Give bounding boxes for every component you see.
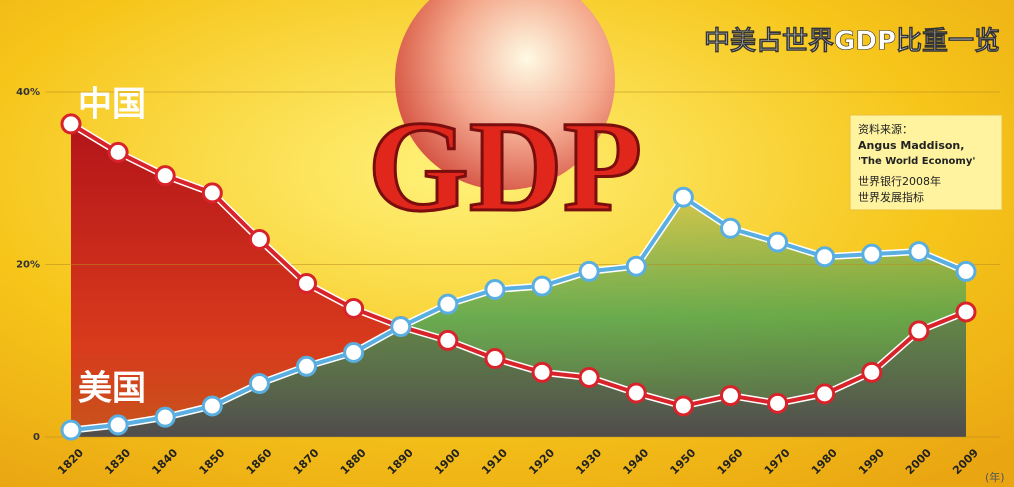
y-tick-label: 20% [16, 260, 40, 271]
point [861, 243, 883, 265]
point [437, 329, 459, 351]
point [625, 255, 647, 277]
globe-decoration [395, 0, 615, 190]
point [719, 385, 741, 407]
point [767, 392, 789, 414]
source-line: 资料来源： [858, 122, 913, 136]
point [107, 414, 129, 436]
area [71, 123, 966, 437]
point [484, 348, 506, 370]
source-line: Angus Maddison, [858, 139, 964, 152]
point [531, 275, 553, 297]
point [343, 297, 365, 319]
point [484, 279, 506, 301]
series-label: 美国 [78, 369, 146, 409]
point [861, 361, 883, 383]
point [814, 246, 836, 268]
point [814, 383, 836, 405]
point [578, 260, 600, 282]
point [248, 373, 270, 395]
point [531, 361, 553, 383]
point [578, 366, 600, 388]
point [955, 301, 977, 323]
point [908, 241, 930, 263]
point [390, 316, 412, 338]
point [107, 141, 129, 163]
y-tick-label: 0 [33, 432, 40, 443]
point [955, 260, 977, 282]
point [908, 320, 930, 342]
point [343, 341, 365, 363]
x-unit: (年) [985, 470, 1005, 484]
point [672, 395, 694, 417]
point [296, 355, 318, 377]
point [154, 406, 176, 428]
point [60, 113, 82, 135]
source-note: 资料来源： Angus Maddison, 'The World Economy… [849, 114, 1003, 211]
y-tick-label: 40% [16, 87, 40, 98]
point [201, 395, 223, 417]
point [672, 186, 694, 208]
source-line: 世界发展指标 [858, 190, 924, 204]
chart-title: 中美占世界GDP比重一览 [704, 26, 1000, 57]
point [154, 165, 176, 187]
point [248, 228, 270, 250]
point [625, 382, 647, 404]
area [71, 197, 966, 437]
plot [45, 91, 1000, 441]
point [60, 419, 82, 441]
source-box [849, 114, 1003, 211]
point [719, 217, 741, 239]
point [296, 272, 318, 294]
point [201, 182, 223, 204]
point [767, 231, 789, 253]
source-line: 'The World Economy' [858, 156, 975, 167]
series-label: 中国 [78, 85, 146, 125]
source-line: 世界银行2008年 [858, 174, 941, 188]
gdp-graphic: GDP [368, 95, 642, 239]
point [437, 293, 459, 315]
